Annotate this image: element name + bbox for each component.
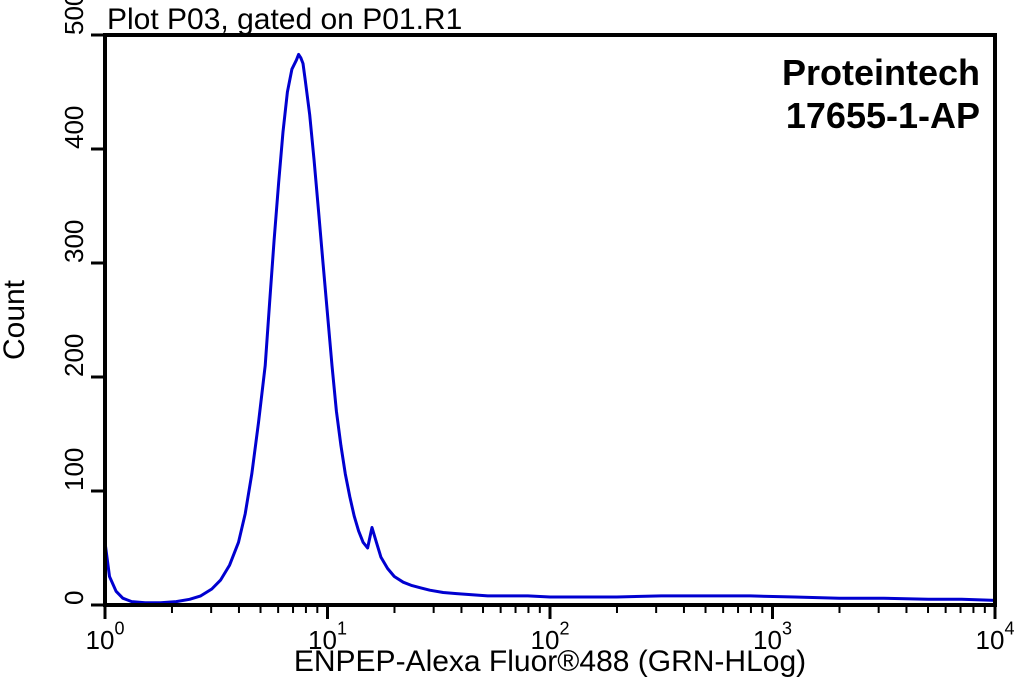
yaxis-tick-label: 300 [59,220,89,263]
yaxis-tick-label: 500 [59,0,89,35]
yaxis-tick-label: 400 [59,106,89,149]
yaxis-label: Count [0,279,31,360]
yaxis-tick-label: 200 [59,334,89,377]
plot-title: Plot P03, gated on P01.R1 [107,3,462,36]
flow-cytometry-histogram: 1001011021031040100200300400500Plot P03,… [0,0,1015,683]
xaxis-label: ENPEP-Alexa Fluor®488 (GRN-HLog) [294,645,806,678]
yaxis-tick-label: 0 [59,591,89,605]
annotation-brand: Proteintech [782,52,980,93]
annotation-catalog: 17655-1-AP [786,95,980,136]
chart-container: 1001011021031040100200300400500Plot P03,… [0,0,1015,683]
yaxis-tick-label: 100 [59,448,89,491]
